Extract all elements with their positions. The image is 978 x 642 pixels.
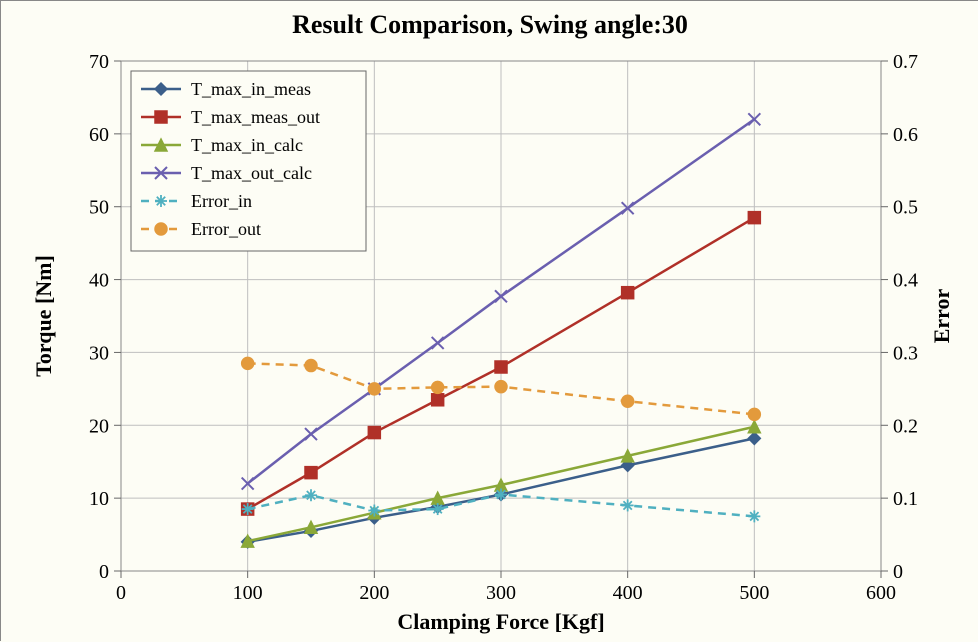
svg-text:0.3: 0.3 — [893, 342, 918, 364]
legend-label-1: T_max_meas_out — [191, 107, 320, 127]
svg-text:0.4: 0.4 — [893, 270, 918, 292]
legend-label-2: T_max_in_calc — [191, 135, 303, 155]
svg-text:40: 40 — [89, 270, 109, 292]
svg-text:0: 0 — [116, 582, 126, 604]
svg-text:70: 70 — [89, 51, 109, 73]
x-axis-label: Clamping Force [Kgf] — [397, 609, 604, 634]
svg-text:0.6: 0.6 — [893, 124, 918, 146]
legend-label-0: T_max_in_meas — [191, 79, 311, 99]
svg-text:200: 200 — [359, 582, 389, 604]
svg-text:300: 300 — [486, 582, 516, 604]
svg-text:0: 0 — [893, 561, 903, 583]
svg-text:600: 600 — [866, 582, 896, 604]
chart-container: 010020030040050060001020304050607000.10.… — [0, 0, 978, 641]
svg-text:400: 400 — [613, 582, 643, 604]
chart-title: Result Comparison, Swing angle:30 — [292, 10, 688, 39]
svg-text:0.5: 0.5 — [893, 197, 918, 219]
legend-label-4: Error_in — [191, 191, 252, 211]
svg-text:500: 500 — [739, 582, 769, 604]
svg-text:0.1: 0.1 — [893, 488, 918, 510]
y1-axis-label: Torque [Nm] — [31, 255, 56, 377]
svg-text:100: 100 — [233, 582, 263, 604]
y2-axis-label: Error — [929, 288, 954, 343]
legend: T_max_in_meas T_max_meas_out T_max_in_calc… — [131, 71, 366, 251]
svg-text:60: 60 — [89, 124, 109, 146]
svg-text:30: 30 — [89, 342, 109, 364]
svg-text:10: 10 — [89, 488, 109, 510]
legend-label-5: Error_out — [191, 219, 261, 239]
svg-text:20: 20 — [89, 415, 109, 437]
svg-text:0: 0 — [99, 561, 109, 583]
legend-label-3: T_max_out_calc — [191, 163, 312, 183]
svg-text:0.7: 0.7 — [893, 51, 918, 73]
chart-svg: 010020030040050060001020304050607000.10.… — [1, 1, 978, 642]
svg-text:50: 50 — [89, 197, 109, 219]
svg-text:0.2: 0.2 — [893, 415, 918, 437]
